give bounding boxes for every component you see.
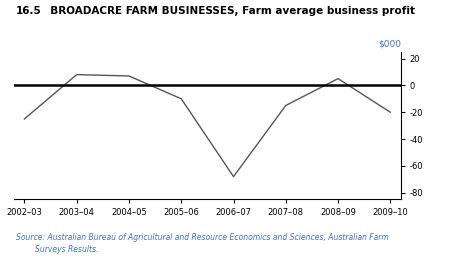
Text: 16.5: 16.5 — [16, 6, 42, 17]
Text: $000: $000 — [378, 40, 401, 49]
Text: BROADACRE FARM BUSINESSES, Farm average business profit: BROADACRE FARM BUSINESSES, Farm average … — [43, 6, 415, 17]
Text: Source: Australian Bureau of Agricultural and Resource Economics and Sciences, A: Source: Australian Bureau of Agricultura… — [16, 233, 389, 254]
